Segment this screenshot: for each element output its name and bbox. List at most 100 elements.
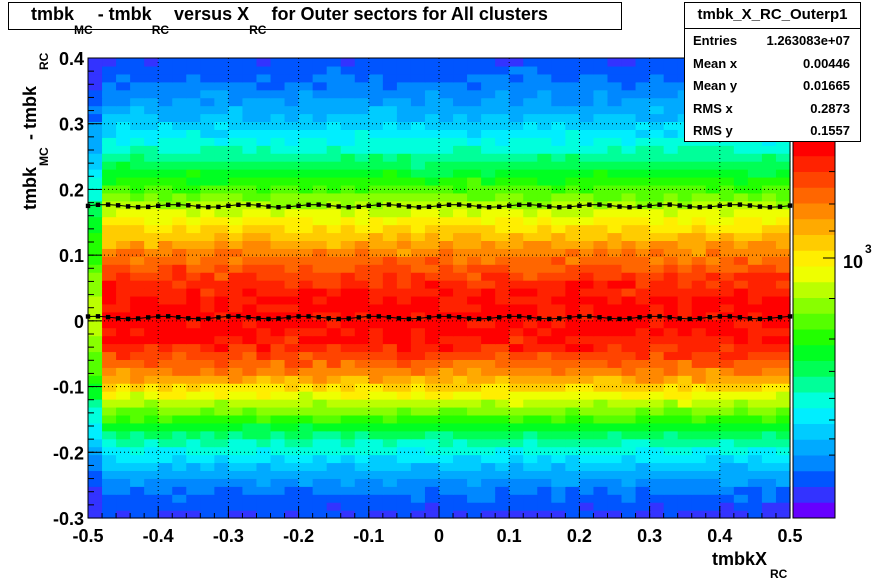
heatmap-cell: [733, 406, 749, 416]
heatmap-cell: [144, 438, 159, 448]
heatmap-cell: [467, 351, 482, 360]
heatmap-cell: [396, 359, 412, 368]
heatmap-cell: [663, 383, 679, 392]
heatmap-cell: [467, 208, 482, 218]
heatmap-cell: [593, 462, 609, 472]
heatmap-cell: [761, 375, 777, 384]
heatmap-cell: [495, 462, 510, 472]
heatmap-cell: [228, 97, 244, 107]
heatmap-cell: [481, 224, 496, 234]
heatmap-cell: [312, 502, 328, 511]
heatmap-cell: [621, 248, 637, 257]
profile-marker: [226, 314, 231, 319]
heatmap-cell: [312, 462, 328, 472]
heatmap-cell: [326, 73, 342, 83]
heatmap-cell: [340, 510, 356, 519]
heatmap-cell: [312, 414, 328, 424]
heatmap-cell: [298, 264, 314, 273]
profile-marker: [396, 316, 402, 321]
heatmap-cell: [635, 232, 651, 242]
heatmap-cell: [467, 161, 482, 170]
heatmap-cell: [256, 454, 272, 464]
heatmap-cell: [607, 81, 623, 91]
heatmap-cell: [761, 280, 777, 289]
heatmap-cell: [186, 153, 201, 162]
heatmap-cell: [495, 272, 510, 281]
heatmap-cell: [579, 470, 595, 479]
title-sub-2: RC: [151, 23, 170, 37]
heatmap-cell: [368, 240, 384, 249]
heatmap-cell: [621, 510, 637, 519]
heatmap-cell: [396, 383, 412, 392]
heatmap-cell: [733, 319, 749, 329]
heatmap-cell: [733, 303, 749, 313]
heatmap-cell: [551, 153, 566, 162]
heatmap-cell: [607, 343, 623, 353]
profile-marker: [346, 205, 351, 210]
heatmap-cell: [453, 367, 468, 376]
heatmap-cell: [663, 295, 679, 305]
heatmap-cell: [116, 335, 131, 345]
heatmap-cell: [88, 113, 103, 123]
heatmap-cell: [396, 264, 412, 273]
heatmap-cell: [453, 121, 468, 130]
heatmap-cell: [130, 303, 145, 313]
heatmap-cell: [144, 311, 159, 321]
heatmap-cell: [382, 256, 398, 265]
heatmap-cell: [467, 240, 482, 249]
heatmap-cell: [312, 383, 328, 392]
heatmap-cell: [691, 319, 707, 329]
heatmap-cell: [747, 359, 763, 368]
heatmap-cell: [186, 192, 201, 202]
heatmap-cell: [284, 176, 300, 186]
heatmap-cell: [733, 145, 749, 154]
heatmap-cell: [761, 256, 777, 265]
heatmap-cell: [635, 224, 651, 234]
heatmap-cell: [130, 462, 145, 472]
heatmap-cell: [116, 145, 131, 154]
heatmap-cell: [284, 280, 300, 289]
heatmap-cell: [593, 153, 609, 162]
heatmap-cell: [621, 105, 637, 115]
heatmap-cell: [593, 295, 609, 305]
y-tick-label: -0.3: [53, 509, 84, 529]
heatmap-cell: [719, 462, 735, 472]
heatmap-cell: [607, 58, 623, 67]
heatmap-cell: [130, 319, 145, 329]
heatmap-cell: [158, 359, 173, 368]
heatmap-cell: [186, 280, 201, 289]
heatmap-cell: [382, 264, 398, 273]
heatmap-cell: [607, 65, 623, 75]
profile-marker: [446, 202, 452, 207]
heatmap-cell: [439, 446, 454, 456]
heatmap-cell: [228, 280, 244, 289]
heatmap-cell: [537, 129, 552, 138]
heatmap-cell: [705, 256, 721, 265]
heatmap-cell: [565, 192, 580, 202]
heatmap-cell: [705, 184, 721, 194]
heatmap-cell: [158, 161, 173, 170]
heatmap-cell: [200, 176, 215, 186]
colorbar-swatch: [793, 470, 835, 487]
heatmap-cell: [607, 486, 623, 495]
heatmap-cell: [621, 406, 637, 416]
heatmap-cell: [158, 462, 173, 472]
heatmap-cell: [453, 327, 468, 337]
heatmap-cell: [481, 470, 496, 479]
heatmap-cell: [340, 105, 356, 115]
heatmap-cell: [621, 240, 637, 249]
heatmap-cell: [88, 327, 103, 337]
heatmap-cell: [158, 272, 173, 281]
heatmap-cell: [607, 470, 623, 479]
heatmap-cell: [284, 383, 300, 392]
heatmap-cell: [382, 335, 398, 345]
heatmap-cell: [158, 224, 173, 234]
heatmap-cell: [228, 470, 244, 479]
heatmap-cell: [298, 145, 314, 154]
heatmap-cell: [130, 176, 145, 186]
heatmap-cell: [621, 383, 637, 392]
heatmap-cell: [719, 256, 735, 265]
heatmap-cell: [172, 89, 187, 99]
heatmap-cell: [172, 256, 187, 265]
heatmap-cell: [467, 391, 482, 400]
